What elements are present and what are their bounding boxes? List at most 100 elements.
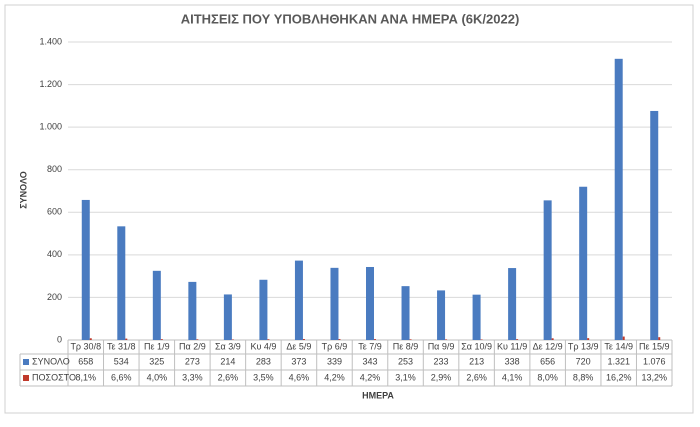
x-tick-label: Δε 12/9 [533,341,563,351]
bar [374,339,376,340]
x-tick-label: Τε 7/9 [358,341,382,351]
table-value: 4,6% [289,372,310,382]
chart-frame [4,4,694,414]
table-value: 3,5% [253,372,274,382]
table-value: 1.321 [607,356,630,366]
x-tick-label: Κυ 11/9 [497,341,527,351]
x-tick-label: Πα 9/9 [428,341,455,351]
bar [437,290,446,340]
bar [551,338,554,340]
x-tick-label: Τρ 30/8 [70,341,101,351]
y-tick-label: 1.000 [39,122,62,132]
table-value: 8,1% [76,372,97,382]
bar [89,338,92,340]
table-value: 4,2% [324,372,345,382]
y-tick-label: 600 [47,207,62,217]
bar [152,270,161,340]
x-axis-label: ΗΜΕΡΑ [362,390,394,400]
bar [125,338,128,340]
table-value: 253 [398,356,413,366]
bar [401,286,410,340]
table-value: 339 [327,356,342,366]
table-value: 3,1% [395,372,416,382]
bar [302,339,305,340]
table-value: 4,1% [502,372,523,382]
table-value: 373 [291,356,306,366]
y-tick-label: 400 [47,249,62,259]
x-tick-label: Τρ 13/9 [568,341,599,351]
x-tick-label: Κυ 4/9 [250,341,276,351]
x-tick-label: Πα 2/9 [179,341,206,351]
table-value: 343 [362,356,377,366]
bar [231,339,234,340]
y-tick-label: 800 [47,164,62,174]
table-value: 3,3% [182,372,203,382]
bar [579,186,588,340]
x-tick-label: Δε 5/9 [286,341,311,351]
table-value: 233 [434,356,449,366]
bar [516,339,519,340]
table-value: 6,6% [111,372,132,382]
x-tick-label: Πε 1/9 [144,341,170,351]
bar [409,339,412,340]
table-value: 4,2% [360,372,381,382]
table-value: 16,2% [606,372,632,382]
x-tick-label: Πε 8/9 [393,341,419,351]
x-tick-label: Τρ 6/9 [322,341,348,351]
legend-label: ΠΟΣΟΣΤΟ [32,372,76,382]
bar [508,268,517,340]
bar [223,294,232,340]
x-tick-label: Πε 15/9 [639,341,670,351]
table-value: 283 [256,356,271,366]
y-tick-label: 1.200 [39,79,62,89]
bar [650,110,659,340]
x-tick-label: Τε 14/9 [604,341,633,351]
x-tick-label: Τε 31/8 [107,341,136,351]
table-value: 338 [505,356,520,366]
table-value: 13,2% [641,372,667,382]
y-axis-label: ΣΥΝΟΛΟ [18,171,28,208]
bar [81,199,90,340]
table-value: 2,6% [218,372,239,382]
bar [267,339,270,340]
bar [445,339,448,340]
table-value: 4,0% [147,372,168,382]
bar [188,281,197,340]
bar [259,279,268,340]
bar [472,294,481,340]
bar [622,336,625,340]
legend-key [23,375,29,381]
chart-title: ΑΙΤΗΣΕΙΣ ΠΟΥ ΥΠΟΒΛΗΘΗΚΑΝ ΑΝΑ ΗΜΕΡΑ (6Κ/2… [181,11,520,26]
x-tick-label: Σα 10/9 [461,341,492,351]
bar [543,200,552,340]
table-value: 2,6% [466,372,487,382]
y-tick-label: 1.400 [39,36,62,46]
table-value: 534 [114,356,129,366]
table-value: 1.076 [643,356,666,366]
table-value: 213 [469,356,484,366]
table-value: 2,9% [431,372,452,382]
table-value: 656 [540,356,555,366]
table-value: 214 [220,356,235,366]
table-value: 720 [576,356,591,366]
legend-key [23,359,29,365]
y-tick-label: 200 [47,292,62,302]
table-value: 8,0% [537,372,558,382]
bar [196,339,199,340]
table-value: 658 [78,356,93,366]
table-value: 8,8% [573,372,594,382]
bar [330,267,339,340]
bar [338,339,341,340]
bar [480,339,483,340]
bar [160,339,163,340]
table-value: 325 [149,356,164,366]
table-value: 273 [185,356,200,366]
legend-label: ΣΥΝΟΛΟ [32,356,70,366]
bar [366,266,374,340]
bar [294,260,303,340]
x-tick-label: Σα 3/9 [215,341,241,351]
bar [658,337,661,340]
y-tick-label: 0 [57,334,62,344]
bar [587,338,590,340]
